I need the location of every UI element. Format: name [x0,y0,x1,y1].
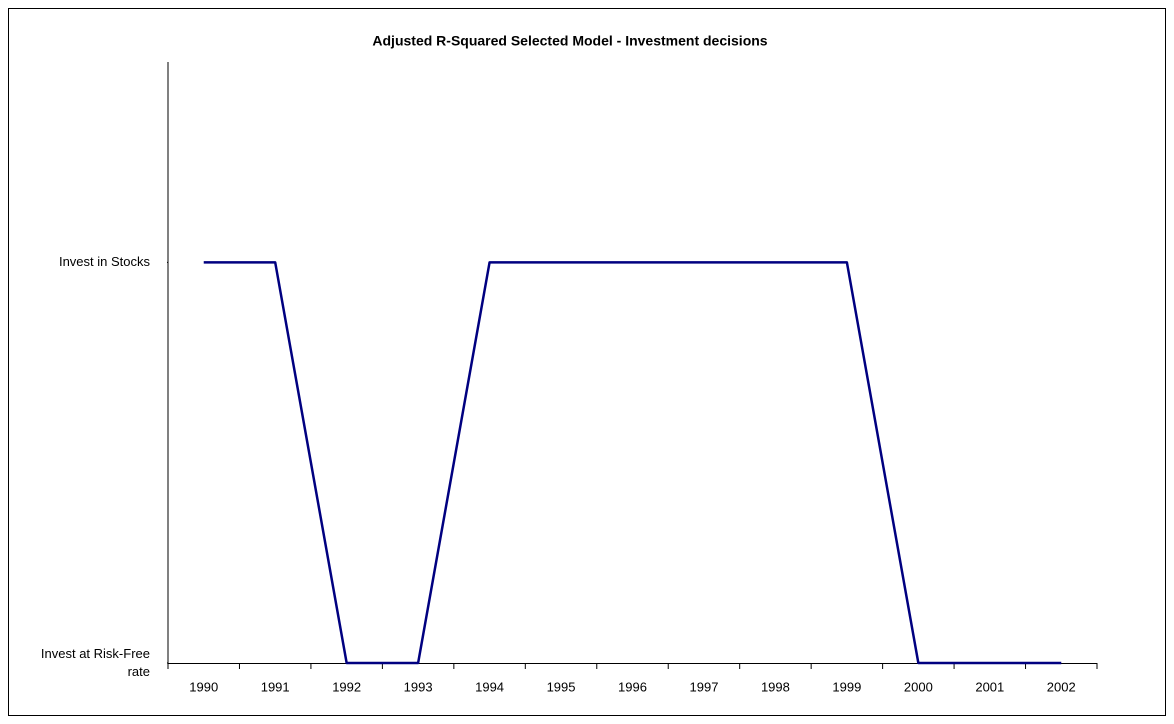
x-tick-label: 1994 [475,679,504,694]
x-tick-label: 1992 [332,679,361,694]
x-tick-label: 1993 [404,679,433,694]
x-tick-label: 1995 [547,679,576,694]
x-tick-label: 1990 [189,679,218,694]
x-tick-label: 1997 [690,679,719,694]
x-tick-label: 2001 [975,679,1004,694]
y-tick-label: Invest at Risk-Free rate [40,646,150,679]
line-series [203,261,1062,665]
chart-border [8,8,1166,716]
x-tick-label: 1998 [761,679,790,694]
x-tick-label: 2000 [904,679,933,694]
x-tick-label: 1991 [261,679,290,694]
chart-title: Adjusted R-Squared Selected Model - Inve… [372,33,767,49]
x-tick-label: 1999 [832,679,861,694]
x-tick-label: 2002 [1047,679,1076,694]
x-tick-label: 1996 [618,679,647,694]
y-tick-label: Invest in Stocks [58,254,150,270]
